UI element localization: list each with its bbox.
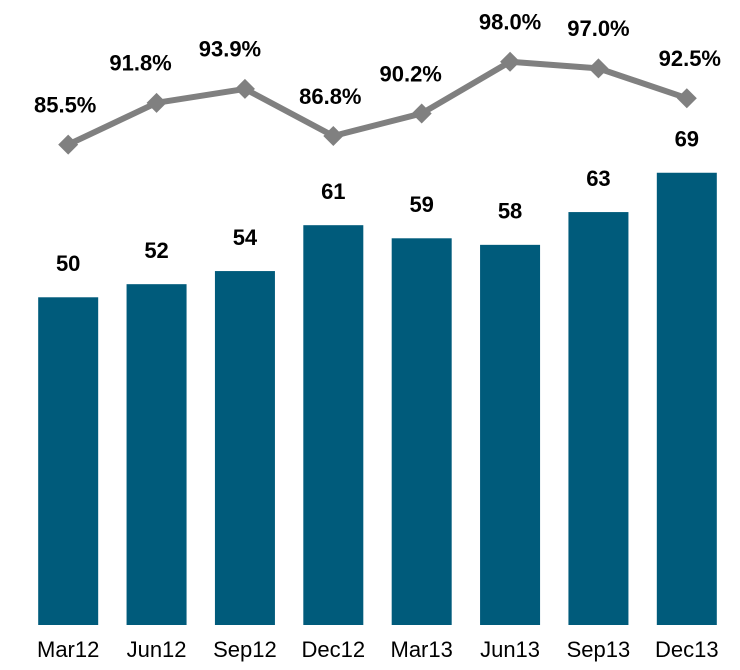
bar-label: 61	[321, 179, 345, 204]
bar-label: 50	[56, 251, 80, 276]
x-tick-label: Dec12	[302, 637, 366, 662]
x-tick-label: Mar12	[37, 637, 99, 662]
x-tick-label: Sep12	[213, 637, 277, 662]
x-tick-label: Sep13	[567, 637, 631, 662]
line-label: 91.8%	[109, 51, 171, 76]
line-marker	[676, 88, 697, 109]
line-marker	[58, 134, 79, 155]
bar	[656, 172, 717, 625]
line-marker	[588, 58, 609, 79]
line-marker	[323, 125, 344, 146]
line-marker	[411, 103, 432, 124]
line-label: 92.5%	[659, 46, 721, 71]
bar	[38, 297, 99, 625]
line-marker	[234, 78, 255, 99]
bar	[480, 244, 541, 625]
bar-label: 52	[144, 238, 168, 263]
line-label: 90.2%	[379, 61, 441, 86]
bar	[303, 225, 364, 625]
bar	[126, 284, 187, 625]
bar-label: 54	[233, 225, 258, 250]
bar-label: 59	[409, 192, 433, 217]
line-label: 85.5%	[34, 92, 96, 117]
line-label: 86.8%	[299, 84, 361, 109]
x-tick-label: Jun12	[127, 637, 187, 662]
line-label: 98.0%	[479, 10, 541, 35]
bar	[568, 212, 629, 625]
x-tick-label: Jun13	[480, 637, 540, 662]
x-tick-label: Dec13	[655, 637, 719, 662]
bar	[214, 271, 275, 625]
line-marker	[500, 51, 521, 72]
bar-label: 63	[586, 166, 610, 191]
bar-label: 69	[675, 127, 699, 152]
bar	[391, 238, 452, 626]
line-label: 97.0%	[567, 16, 629, 41]
line-marker	[146, 92, 167, 113]
line	[66, 58, 688, 148]
bar-label: 58	[498, 199, 522, 224]
x-tick-label: Mar13	[391, 637, 453, 662]
line-label: 93.9%	[199, 37, 261, 62]
